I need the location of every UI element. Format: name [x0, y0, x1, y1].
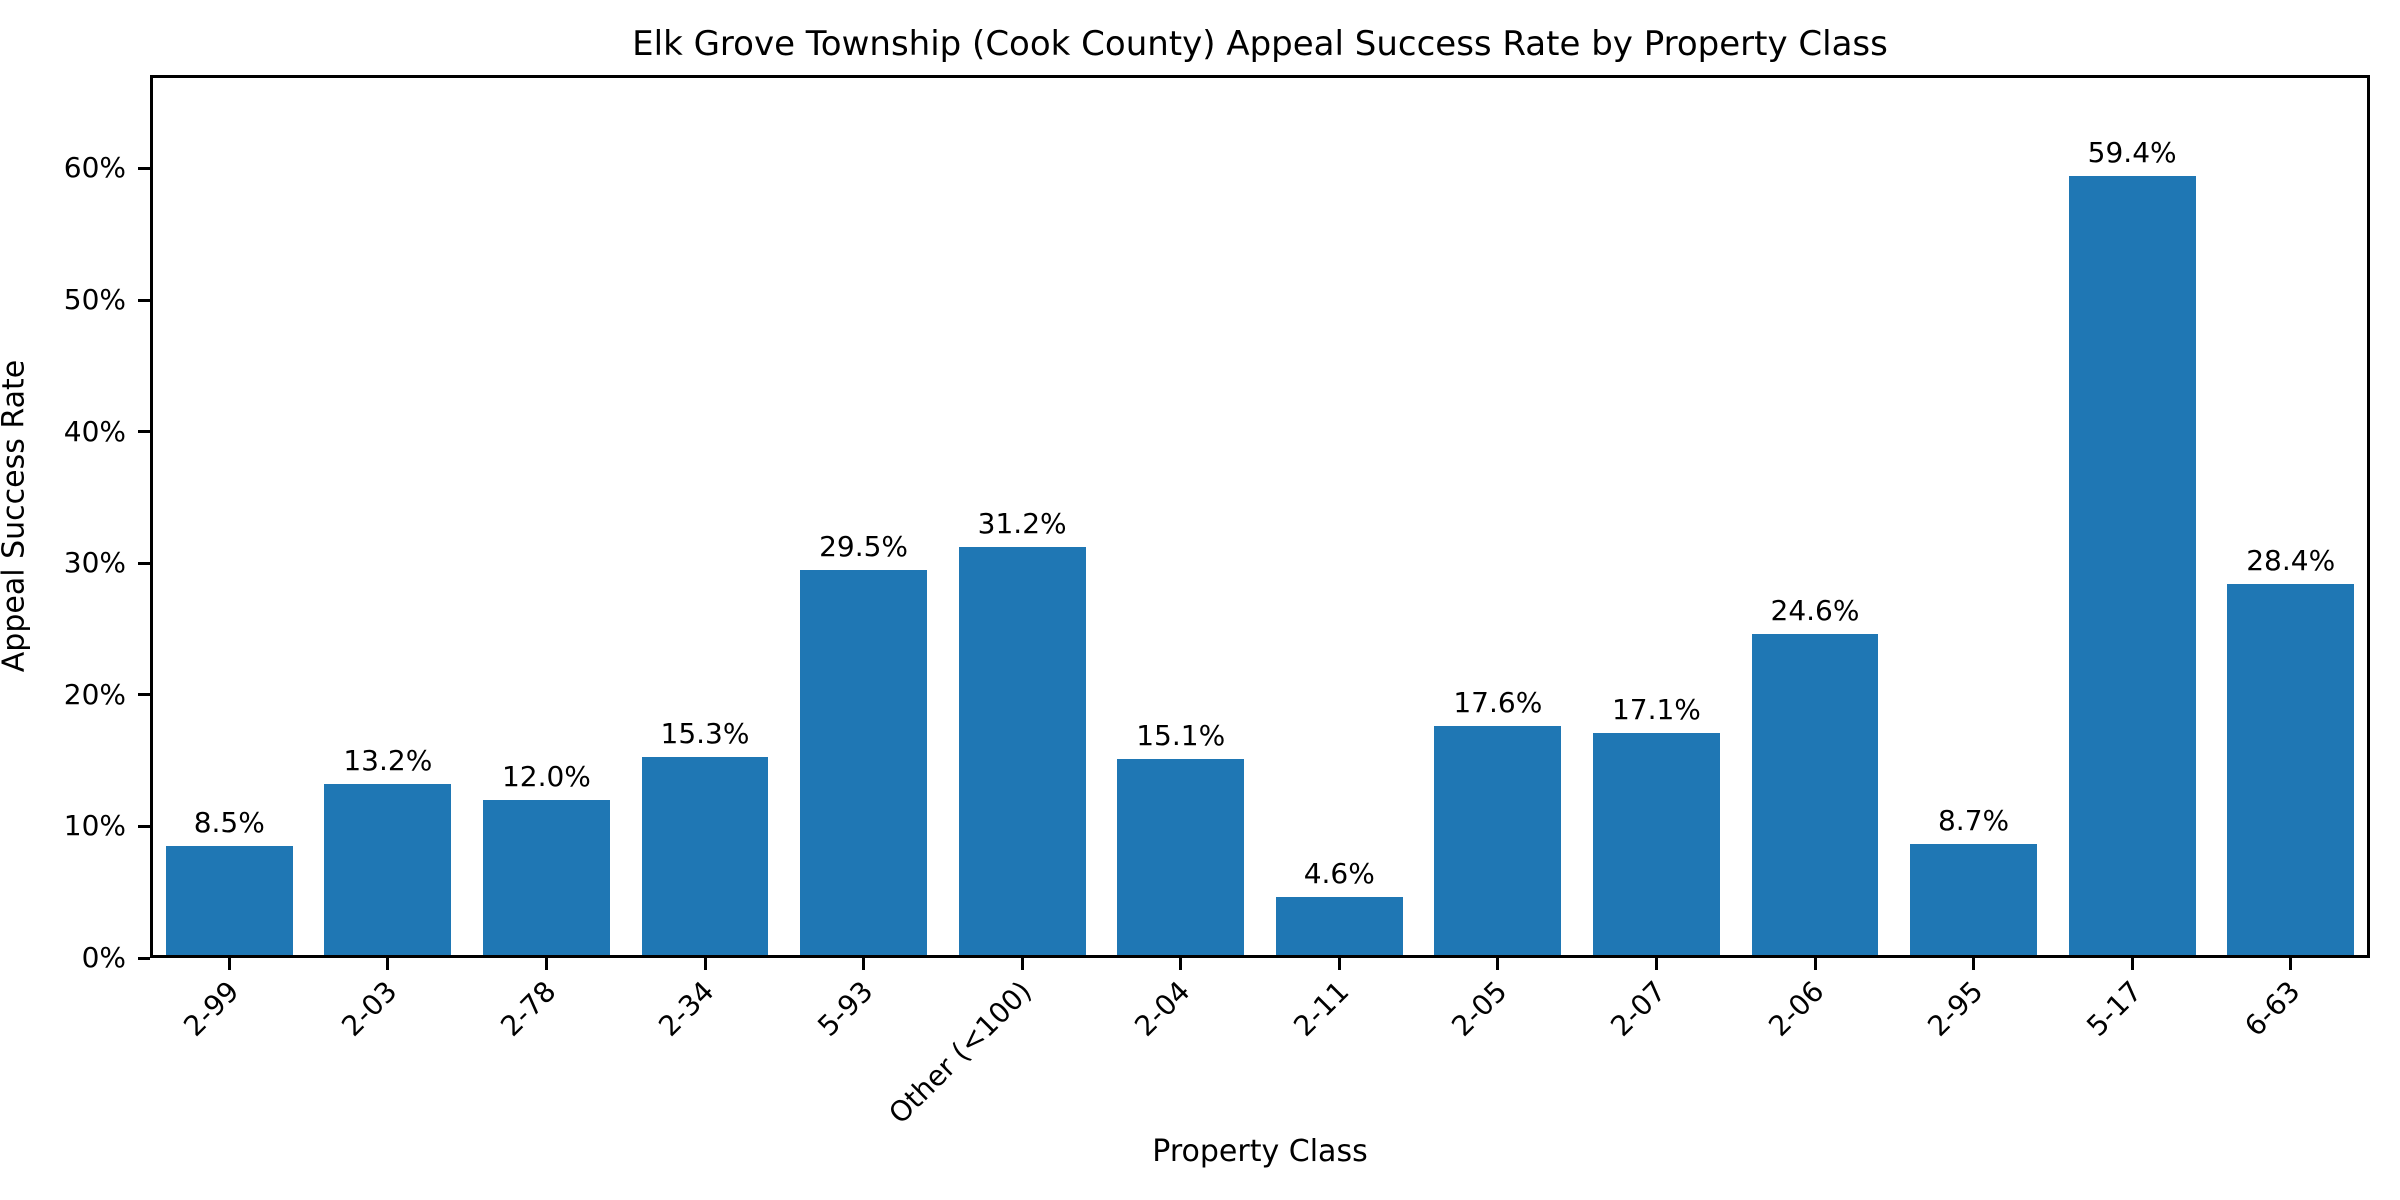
- bar-value-label: 13.2%: [343, 744, 433, 778]
- bar-5-17: [2068, 176, 2196, 957]
- chart-title: Elk Grove Township (Cook County) Appeal …: [632, 24, 1888, 64]
- bar-2-78: [483, 800, 610, 957]
- x-tick-label: 2-78: [494, 974, 563, 1043]
- bar-6-63: [2227, 584, 2355, 957]
- bar-value-label: 17.6%: [1453, 686, 1543, 720]
- bar-value-label: 12.0%: [501, 760, 591, 794]
- bar-5-93: [800, 569, 927, 957]
- y-tick: [138, 298, 150, 302]
- y-tick: [138, 561, 150, 565]
- bar-value-label: 17.1%: [1611, 692, 1701, 726]
- y-tick: [138, 693, 150, 697]
- x-tick: [1496, 958, 1500, 970]
- x-tick: [2289, 958, 2293, 970]
- x-tick: [227, 958, 231, 970]
- bar-value-label: 24.6%: [1770, 594, 1860, 628]
- x-tick-label: 2-07: [1604, 974, 1673, 1043]
- bar-2-03: [324, 784, 452, 957]
- x-tick-label: 5-17: [2079, 974, 2149, 1043]
- bar-value-label: 29.5%: [819, 529, 909, 563]
- bar-2-06: [1751, 634, 1879, 957]
- x-tick: [1020, 958, 1024, 970]
- x-tick-label: 2-99: [176, 974, 246, 1043]
- bar-Other (<100): [958, 547, 1086, 957]
- bar-value-label: 28.4%: [2246, 544, 2336, 578]
- bar-value-label: 31.2%: [977, 507, 1067, 541]
- x-tick: [544, 958, 548, 970]
- x-tick-label: 2-06: [1762, 974, 1831, 1043]
- x-tick-label: 2-05: [1445, 974, 1514, 1043]
- bar-2-07: [1593, 732, 1720, 957]
- y-tick-label: 10%: [63, 809, 126, 843]
- y-tick-label: 30%: [63, 546, 126, 580]
- y-tick-label: 40%: [63, 414, 126, 448]
- x-tick-label: 5-93: [811, 974, 880, 1043]
- x-tick-label: 2-34: [652, 974, 721, 1043]
- y-tick: [138, 956, 150, 960]
- bar-2-11: [1275, 897, 1403, 957]
- bar-value-label: 8.7%: [1937, 803, 2010, 837]
- x-tick: [862, 958, 866, 970]
- x-tick: [1813, 958, 1817, 970]
- x-tick-label: Other (<100): [882, 974, 1039, 1131]
- bar-2-99: [165, 846, 293, 957]
- x-tick: [703, 958, 707, 970]
- x-tick-label: 2-03: [335, 974, 404, 1043]
- y-tick-label: 60%: [63, 151, 126, 185]
- bar-value-label: 15.3%: [660, 716, 750, 750]
- bar-value-label: 15.1%: [1136, 719, 1226, 753]
- y-tick-label: 20%: [63, 677, 126, 711]
- x-tick: [1179, 958, 1183, 970]
- x-tick: [2130, 958, 2134, 970]
- bar-value-label: 4.6%: [1303, 857, 1375, 891]
- x-tick: [1337, 958, 1341, 970]
- x-tick: [386, 958, 390, 970]
- bar-2-04: [1117, 759, 1245, 957]
- bar-2-05: [1434, 726, 1562, 957]
- bar-2-34: [641, 756, 769, 957]
- bar-value-label: 59.4%: [2087, 136, 2177, 170]
- x-tick-label: 2-95: [1921, 974, 1990, 1043]
- y-tick-label: 50%: [63, 283, 126, 317]
- y-axis-label: Appeal Success Rate: [0, 359, 32, 673]
- x-tick-label: 2-11: [1286, 974, 1356, 1043]
- y-tick-label: 0%: [81, 941, 126, 974]
- x-axis-label: Property Class: [1152, 1134, 1368, 1169]
- y-tick: [138, 430, 150, 434]
- y-tick: [138, 824, 150, 828]
- y-tick: [138, 166, 150, 170]
- x-tick: [1654, 958, 1658, 970]
- bar-value-label: 8.5%: [193, 806, 265, 840]
- x-tick: [1972, 958, 1976, 970]
- bar-2-95: [1910, 843, 2037, 957]
- plot-frame: [150, 75, 2370, 958]
- x-tick-label: 6-63: [2238, 974, 2307, 1043]
- x-tick-label: 2-04: [1128, 974, 1197, 1043]
